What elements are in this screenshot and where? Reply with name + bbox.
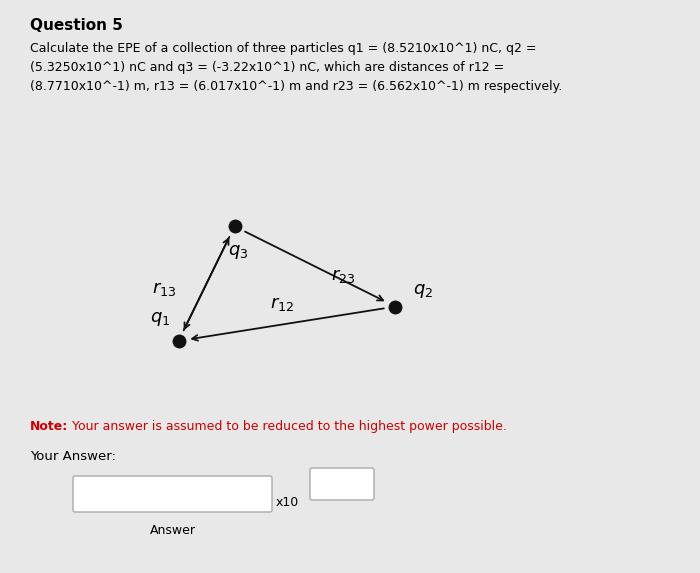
Text: $q_2$: $q_2$ xyxy=(414,281,433,300)
Text: Calculate the EPE of a collection of three particles q1 = (8.5210x10^1) nC, q2 =: Calculate the EPE of a collection of thr… xyxy=(30,42,562,93)
Text: Question 5: Question 5 xyxy=(30,18,123,33)
FancyBboxPatch shape xyxy=(73,476,272,512)
Text: $r_{13}$: $r_{13}$ xyxy=(153,280,176,297)
Text: $q_1$: $q_1$ xyxy=(150,310,171,328)
FancyBboxPatch shape xyxy=(310,468,374,500)
Text: Your Answer:: Your Answer: xyxy=(30,450,116,463)
Text: $r_{23}$: $r_{23}$ xyxy=(331,268,355,285)
Text: $r_{12}$: $r_{12}$ xyxy=(270,295,294,313)
Text: $q_3$: $q_3$ xyxy=(228,244,248,261)
Text: x10: x10 xyxy=(276,496,300,508)
Text: Note:: Note: xyxy=(30,420,69,433)
Text: Answer: Answer xyxy=(150,524,195,537)
Text: Your answer is assumed to be reduced to the highest power possible.: Your answer is assumed to be reduced to … xyxy=(68,420,507,433)
